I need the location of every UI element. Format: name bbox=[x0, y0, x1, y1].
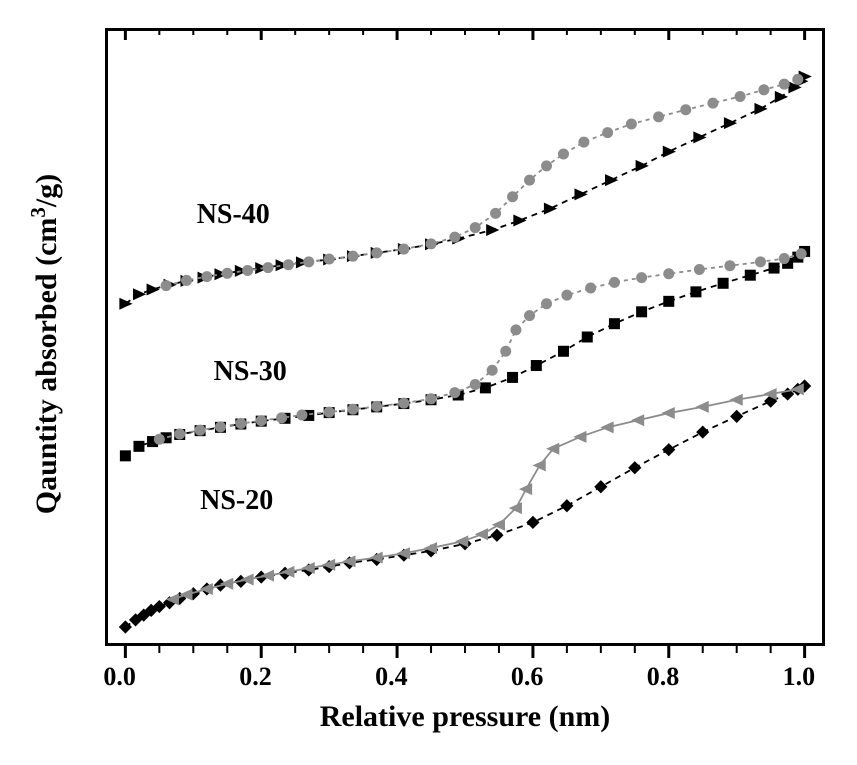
chart-svg bbox=[0, 0, 857, 765]
series-label: NS-40 bbox=[197, 199, 270, 231]
x-tick-label: 0.4 bbox=[375, 662, 408, 692]
series-label: NS-30 bbox=[214, 356, 287, 388]
x-tick-label: 1.0 bbox=[783, 662, 816, 692]
chart-container: Qauntity absorbed (cm3/g) Relative press… bbox=[0, 0, 857, 765]
series-label: NS-20 bbox=[200, 485, 273, 517]
x-tick-label: 0.2 bbox=[239, 662, 272, 692]
x-tick-label: 0.0 bbox=[103, 662, 136, 692]
x-tick-label: 0.6 bbox=[511, 662, 544, 692]
x-tick-label: 0.8 bbox=[647, 662, 680, 692]
